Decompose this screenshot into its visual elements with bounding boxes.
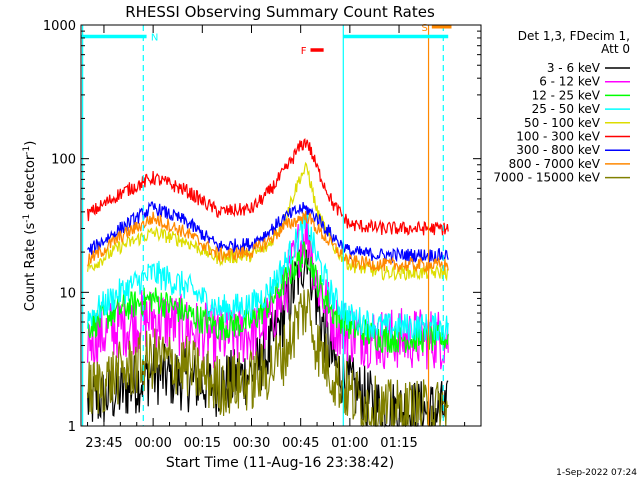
legend-label-5: 50 - 100 keV <box>524 116 601 130</box>
y-axis-label: Count Rate (s-1 detector-1) <box>22 141 38 312</box>
legend-header-line-2: Att 0 <box>601 42 630 56</box>
footer-timestamp: 1-Sep-2022 07:24 <box>556 468 637 478</box>
series-line-8 <box>87 210 449 274</box>
legend-label-9: 7000 - 15000 keV <box>493 171 600 185</box>
y-tick-label-3: 100 <box>51 153 76 168</box>
x-tick-label-5: 00:45 <box>282 436 319 451</box>
y-axis-label-sup2: -1 <box>22 146 32 155</box>
legend-label-8: 800 - 7000 keV <box>509 157 601 171</box>
legend-label-3: 12 - 25 keV <box>532 88 601 102</box>
annotation-label-s: S <box>421 23 427 34</box>
y-axis-label-sup1: -1 <box>22 214 32 223</box>
annotation-label-f: F <box>301 46 307 57</box>
legend-label-6: 100 - 300 keV <box>516 130 600 144</box>
x-axis-label: Start Time (11-Aug-16 23:38:42) <box>166 455 394 471</box>
y-axis-label-end: ) <box>23 141 38 146</box>
series-line-7 <box>87 201 449 264</box>
y-tick-label-1: 1 <box>68 420 76 435</box>
y-axis-label-mid: detector <box>23 154 38 214</box>
x-tick-label-1: 23:45 <box>85 436 122 451</box>
y-tick-label-2: 10 <box>59 286 76 301</box>
x-tick-label-6: 01:00 <box>331 436 368 451</box>
legend-label-7: 300 - 800 keV <box>516 143 600 157</box>
plot-frame <box>80 24 482 427</box>
series-line-4 <box>87 209 449 342</box>
legend-label-1: 3 - 6 keV <box>547 61 601 75</box>
x-tick-label-3: 00:15 <box>184 436 221 451</box>
legend-label-2: 6 - 12 keV <box>539 75 601 89</box>
y-tick-label-4: 1000 <box>43 19 76 34</box>
x-tick-label-4: 00:30 <box>233 436 270 451</box>
plot-area: N F S <box>81 23 452 428</box>
x-tick-label-7: 01:15 <box>380 436 417 451</box>
series-line-3 <box>87 241 449 353</box>
axes: 23:45 00:00 00:15 00:30 00:45 01:00 01:15 1 10 10… <box>43 19 481 451</box>
series-line-6 <box>87 137 449 236</box>
legend-header-line-1: Det 1,3, FDecim 1, <box>518 29 630 43</box>
legend-label-4: 25 - 50 keV <box>532 102 601 116</box>
series-line-5 <box>87 161 449 282</box>
series-line-9 <box>87 289 449 428</box>
chart-title: RHESSI Observing Summary Count Rates <box>125 3 435 21</box>
y-axis-label-main: Count Rate (s <box>23 223 38 312</box>
annotation-label-n: N <box>151 33 158 44</box>
x-tick-label-2: 00:00 <box>134 436 171 451</box>
